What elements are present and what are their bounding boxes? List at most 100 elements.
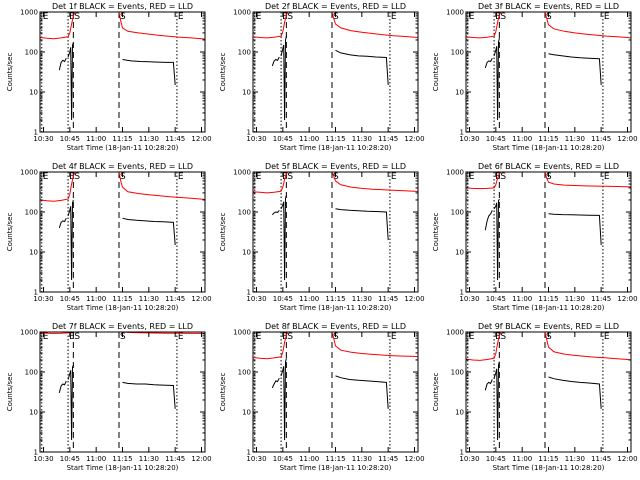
lld-series-line xyxy=(40,172,77,202)
x-tick-label: 11:00 xyxy=(512,295,532,303)
x-tick-label: 11:45 xyxy=(378,135,398,143)
x-tick-label: 11:45 xyxy=(591,455,611,463)
x-tick-label: 10:45 xyxy=(60,455,80,463)
marker-label: S xyxy=(287,12,293,22)
x-tick-label: 11:00 xyxy=(512,455,532,463)
y-tick-label: 1000 xyxy=(20,169,38,177)
x-tick-label: 12:00 xyxy=(617,135,637,143)
y-tick-label: 10 xyxy=(242,409,251,417)
x-tick-label: 10:30 xyxy=(246,295,266,303)
marker-label: E xyxy=(69,172,75,182)
x-tick-label: 10:30 xyxy=(246,455,266,463)
y-tick-label: 1 xyxy=(34,289,38,297)
x-tick-label: 11:30 xyxy=(139,455,159,463)
y-axis-label: Counts/sec xyxy=(6,53,14,92)
x-tick-label: 11:45 xyxy=(591,295,611,303)
x-axis-label: Start Time (18-Jan-11 10:28:20) xyxy=(280,144,392,152)
events-series-line xyxy=(67,199,74,281)
x-tick-label: 10:45 xyxy=(273,295,293,303)
y-tick-label: 10 xyxy=(29,249,38,257)
detector-chart: Det 1f BLACK = Events, RED = LLDEESSE110… xyxy=(6,2,212,152)
x-tick-label: 11:15 xyxy=(112,135,132,143)
lld-series-line xyxy=(40,12,77,40)
lld-series-line xyxy=(253,172,290,194)
y-tick-label: 1000 xyxy=(20,9,38,17)
y-tick-label: 1000 xyxy=(233,329,251,337)
y-tick-label: 10 xyxy=(29,89,38,97)
detector-panel: Det 4f BLACK = Events, RED = LLDEESSE110… xyxy=(0,160,213,320)
marker-label: E xyxy=(43,12,49,22)
y-tick-label: 10 xyxy=(242,249,251,257)
marker-label: E xyxy=(604,172,610,182)
x-tick-label: 11:00 xyxy=(299,135,319,143)
detector-panel: Det 1f BLACK = Events, RED = LLDEESSE110… xyxy=(0,0,213,160)
x-tick-label: 11:15 xyxy=(112,295,132,303)
x-axis-label: Start Time (18-Jan-11 10:28:20) xyxy=(67,464,179,472)
events-series-line xyxy=(280,195,287,281)
y-tick-label: 1 xyxy=(34,129,38,137)
plot-frame xyxy=(465,11,632,133)
x-tick-label: 10:45 xyxy=(486,455,506,463)
marker-label: E xyxy=(469,12,475,22)
x-tick-label: 11:30 xyxy=(139,135,159,143)
y-tick-label: 100 xyxy=(238,49,251,57)
y-axis-label: Counts/sec xyxy=(219,373,227,412)
x-tick-label: 12:00 xyxy=(404,135,424,143)
x-tick-label: 11:45 xyxy=(165,295,185,303)
events-series-line xyxy=(67,42,74,121)
events-series-line xyxy=(122,217,176,246)
x-tick-label: 12:00 xyxy=(404,455,424,463)
x-tick-label: 11:15 xyxy=(538,295,558,303)
chart-title: Det 9f BLACK = Events, RED = LLD xyxy=(478,322,619,331)
marker-label: S xyxy=(500,172,506,182)
x-tick-label: 11:30 xyxy=(565,295,585,303)
marker-label: E xyxy=(604,12,610,22)
plot-frame xyxy=(39,171,206,293)
lld-series-line xyxy=(118,172,205,200)
detector-panel: Det 6f BLACK = Events, RED = LLDEESSE110… xyxy=(426,160,639,320)
x-tick-label: 10:45 xyxy=(60,135,80,143)
chart-title: Det 1f BLACK = Events, RED = LLD xyxy=(52,2,193,11)
y-tick-label: 10 xyxy=(455,249,464,257)
y-axis-label: Counts/sec xyxy=(6,213,14,252)
x-tick-label: 10:30 xyxy=(33,455,53,463)
events-series-line xyxy=(67,364,74,441)
chart-title: Det 5f BLACK = Events, RED = LLD xyxy=(265,162,406,171)
marker-label: S xyxy=(74,332,80,342)
marker-label: E xyxy=(391,332,397,342)
y-tick-label: 100 xyxy=(25,49,38,57)
plot-frame xyxy=(465,331,632,453)
marker-label: S xyxy=(74,12,80,22)
y-tick-label: 1 xyxy=(34,449,38,457)
lld-series-line xyxy=(119,332,205,334)
events-series-line xyxy=(484,379,493,391)
detector-panel: Det 8f BLACK = Events, RED = LLDEESSE110… xyxy=(213,320,426,480)
events-series-line xyxy=(122,381,176,409)
lld-series-line xyxy=(544,172,631,188)
detector-chart: Det 3f BLACK = Events, RED = LLDEESSE110… xyxy=(432,2,638,152)
chart-title: Det 2f BLACK = Events, RED = LLD xyxy=(265,2,406,11)
x-tick-label: 12:00 xyxy=(617,455,637,463)
lld-series-line xyxy=(253,12,290,39)
x-tick-label: 11:15 xyxy=(112,455,132,463)
x-tick-label: 11:45 xyxy=(165,455,185,463)
events-series-line xyxy=(280,35,287,121)
x-tick-label: 11:00 xyxy=(299,455,319,463)
lld-series-line xyxy=(331,172,418,192)
y-tick-label: 1 xyxy=(460,449,464,457)
chart-title: Det 4f BLACK = Events, RED = LLD xyxy=(52,162,193,171)
plot-frame xyxy=(252,331,419,453)
events-series-line xyxy=(493,198,500,281)
chart-title: Det 8f BLACK = Events, RED = LLD xyxy=(265,322,406,331)
events-series-line xyxy=(548,53,602,86)
y-tick-label: 100 xyxy=(238,209,251,217)
marker-label: E xyxy=(178,332,184,342)
marker-label: E xyxy=(256,332,262,342)
lld-series-line xyxy=(466,332,503,361)
detector-panel: Det 3f BLACK = Events, RED = LLDEESSE110… xyxy=(426,0,639,160)
y-tick-label: 1 xyxy=(247,449,251,457)
y-tick-label: 1000 xyxy=(446,329,464,337)
marker-label: S xyxy=(287,172,293,182)
marker-label: S xyxy=(74,172,80,182)
